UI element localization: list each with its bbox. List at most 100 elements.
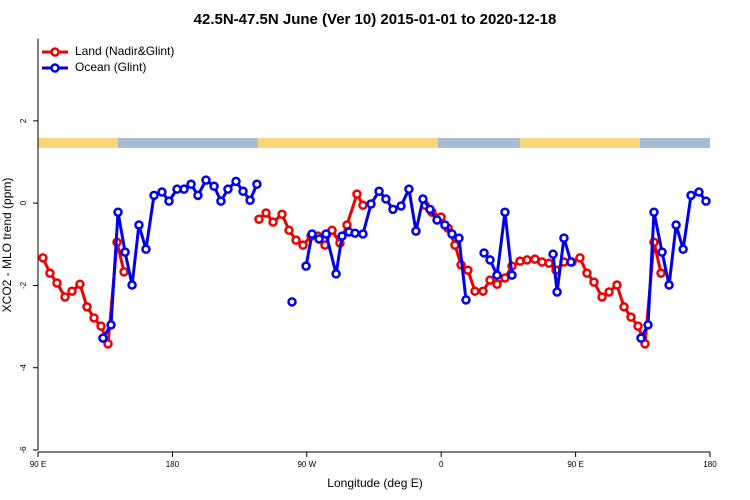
data-point (119, 267, 129, 277)
data-point (381, 194, 391, 204)
data-point (649, 207, 659, 217)
x-tick-label: 180 (166, 460, 180, 469)
data-point (589, 277, 599, 287)
data-point (656, 268, 666, 278)
legend-marker (50, 47, 60, 57)
y-tick-label: 0 (19, 200, 28, 205)
data-point (321, 229, 331, 239)
data-point (411, 226, 421, 236)
data-point (404, 184, 414, 194)
data-point (470, 286, 480, 296)
data-point (643, 320, 653, 330)
data-point (113, 207, 123, 217)
data-point (544, 258, 554, 268)
data-point (201, 175, 211, 185)
data-point (566, 257, 576, 267)
data-point (301, 261, 311, 271)
data-point (450, 240, 460, 250)
data-point (366, 199, 376, 209)
data-point (418, 194, 428, 204)
data-point (485, 275, 495, 285)
data-point (245, 195, 255, 206)
data-point (193, 190, 203, 201)
legend-label: Ocean (Glint) (75, 60, 146, 74)
legend-marker (50, 63, 60, 73)
data-point (694, 187, 704, 197)
data-point (331, 269, 341, 279)
data-point (552, 287, 562, 297)
data-point (261, 208, 271, 218)
x-tick-label: 90 W (297, 460, 316, 469)
data-point (358, 229, 368, 239)
data-point (141, 244, 151, 254)
data-point (98, 333, 108, 343)
data-point (268, 217, 278, 227)
data-point (559, 233, 569, 243)
data-point (314, 234, 324, 244)
data-point (374, 186, 384, 196)
data-point (75, 279, 85, 289)
x-tick-label: 180 (703, 460, 717, 469)
data-point (337, 231, 347, 241)
data-point (479, 248, 489, 258)
x-tick-label: 90 E (30, 460, 46, 469)
data-point (52, 278, 62, 288)
data-point (238, 186, 248, 196)
data-point (307, 229, 317, 239)
data-point (485, 255, 495, 265)
data-point (287, 297, 297, 307)
data-point (454, 233, 464, 243)
data-point (604, 287, 614, 297)
data-point (686, 190, 696, 201)
data-point (149, 190, 159, 201)
chart-title: 42.5N-47.5N June (Ver 10) 2015-01-01 to … (194, 11, 557, 28)
y-axis-label: XCO2 - MLO trend (ppm) (0, 178, 14, 313)
data-point (298, 240, 308, 250)
data-point (96, 321, 106, 331)
data-point (352, 189, 362, 199)
x-tick-label: 90 E (567, 460, 583, 469)
data-point (67, 286, 77, 296)
data-point (134, 220, 144, 230)
data-point (447, 229, 457, 239)
land-ocean-strip (38, 138, 710, 148)
data-point (60, 292, 70, 302)
data-point (45, 268, 55, 278)
data-point (633, 321, 643, 331)
data-point (425, 204, 435, 215)
data-point (522, 255, 532, 265)
data-point (38, 253, 48, 263)
data-point (626, 312, 636, 322)
data-point (492, 270, 502, 280)
data-point (388, 204, 398, 215)
data-point (89, 313, 99, 323)
data-point (597, 292, 607, 302)
data-point (671, 220, 681, 230)
data-point (461, 295, 471, 305)
data-point (657, 247, 667, 257)
data-point (284, 225, 294, 236)
y-tick-label: -2 (19, 281, 28, 289)
data-point (575, 253, 585, 263)
data-point (500, 207, 510, 217)
land-strip (258, 138, 438, 148)
data-point (701, 196, 711, 206)
land-strip (38, 138, 118, 148)
data-point (507, 270, 517, 280)
data-point (223, 184, 233, 194)
data-point (209, 181, 219, 192)
data-point (231, 176, 241, 187)
data-point (492, 279, 502, 289)
data-point (157, 187, 167, 197)
data-point (254, 214, 264, 224)
data-point (127, 280, 137, 290)
data-point (120, 247, 130, 257)
data-point (440, 220, 450, 230)
data-point (664, 280, 674, 290)
data-point (612, 280, 622, 290)
land-strip (520, 138, 640, 148)
x-axis-label: Longitude (deg E) (327, 476, 422, 490)
data-point (252, 179, 262, 189)
